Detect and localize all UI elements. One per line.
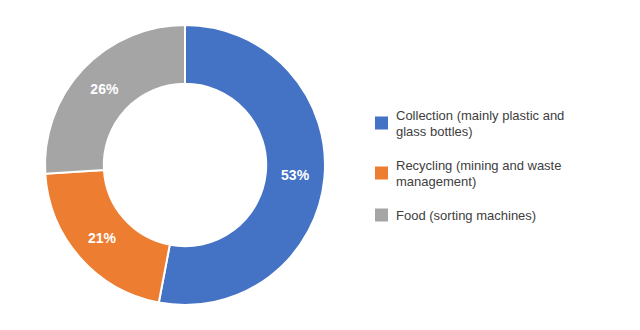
legend: Collection (mainly plastic andglass bott… xyxy=(375,108,564,223)
legend-label: Food (sorting machines) xyxy=(396,208,536,223)
data-label: 21% xyxy=(88,230,117,246)
legend-swatch xyxy=(375,167,388,180)
chart: 53% 21% 26% Collection (mainly plastic andg… xyxy=(0,0,640,330)
legend-label: Collection (mainly plastic andglass bott… xyxy=(396,108,564,139)
data-label: 53% xyxy=(281,167,310,183)
legend-label: Recycling (mining and wastemanagement) xyxy=(396,158,561,189)
data-label: 26% xyxy=(90,81,119,97)
slice xyxy=(45,170,170,302)
data-labels: 53% 21% 26% xyxy=(88,81,310,246)
legend-swatch xyxy=(375,209,388,222)
chart-container: 53% 21% 26% Collection (mainly plastic andg… xyxy=(0,0,640,330)
legend-swatch xyxy=(375,117,388,130)
slices xyxy=(45,25,325,305)
slice xyxy=(45,25,185,174)
